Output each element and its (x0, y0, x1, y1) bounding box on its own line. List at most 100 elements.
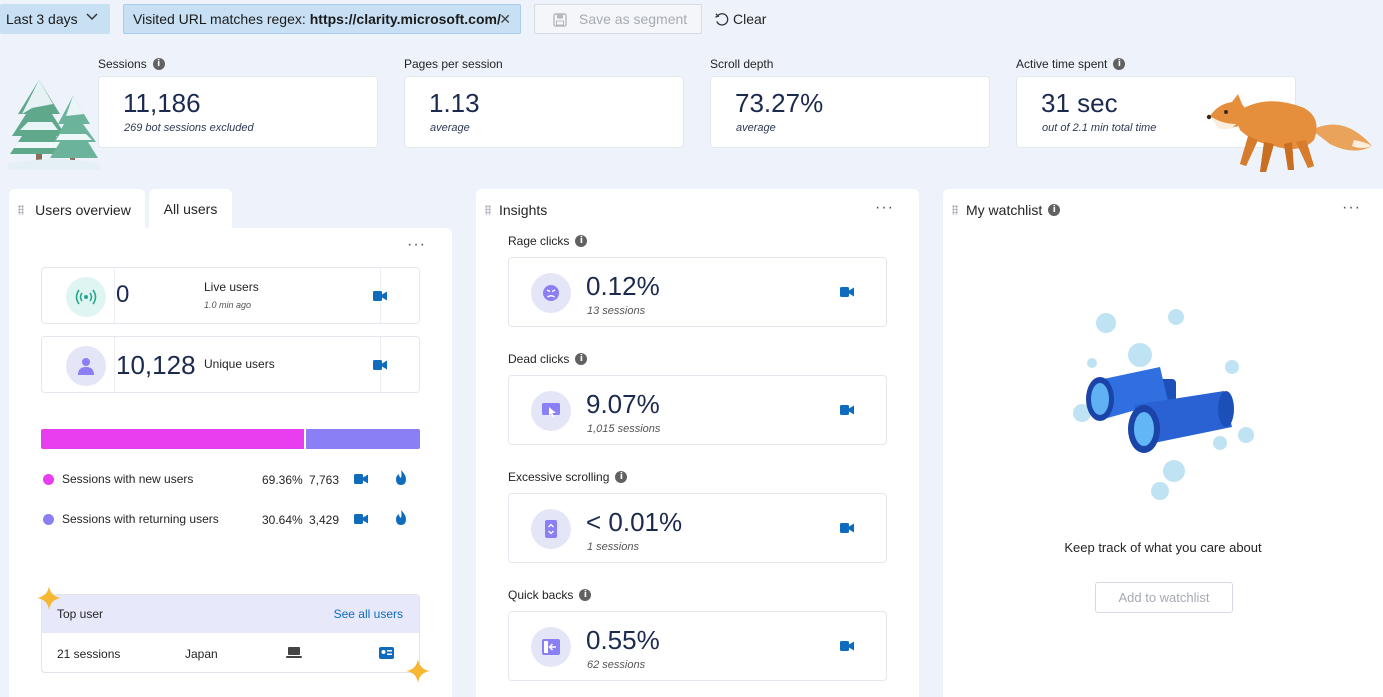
returning-users-count: 3,429 (309, 513, 340, 527)
scroll-depth-value: 73.27% (735, 88, 824, 118)
more-options-icon[interactable]: ··· (407, 236, 426, 253)
info-icon[interactable]: i (575, 353, 588, 365)
video-camera-icon[interactable] (354, 474, 368, 484)
top-user-sessions: 21 sessions (57, 647, 121, 661)
sessions-value: 11,186 (123, 88, 201, 118)
video-camera-icon[interactable] (354, 514, 368, 524)
dead-clicks-label: Dead clicks i (508, 352, 588, 366)
tab-all-users[interactable]: All users (149, 189, 232, 229)
url-filter-prefix: Visited URL matches regex: (133, 11, 306, 27)
quick-backs-card[interactable]: 0.55% 62 sessions (508, 611, 887, 681)
user-card-icon[interactable] (379, 647, 394, 659)
drag-handle-icon[interactable] (18, 205, 24, 215)
rage-clicks-label: Rage clicks i (508, 234, 588, 248)
info-icon[interactable]: i (1048, 204, 1061, 216)
close-icon[interactable]: ✕ (499, 11, 511, 27)
video-camera-icon[interactable] (840, 287, 854, 297)
info-icon[interactable]: i (575, 235, 588, 247)
excessive-scrolling-label: Excessive scrolling i (508, 470, 628, 484)
scroll-depth-label: Scroll depth (710, 57, 774, 71)
watchlist-empty-message: Keep track of what you care about (1064, 540, 1262, 555)
video-camera-icon[interactable] (373, 360, 387, 370)
video-camera-icon[interactable] (373, 291, 387, 301)
tab-users-overview-label: Users overview (35, 202, 131, 218)
dead-clicks-card[interactable]: 9.07% 1,015 sessions (508, 375, 887, 445)
insights-title: Insights (499, 202, 548, 218)
heatmap-flame-icon[interactable] (395, 470, 407, 485)
scroll-depth-sub: average (736, 122, 776, 134)
legend-dot (43, 513, 54, 525)
info-icon[interactable]: i (152, 58, 165, 70)
snowy-trees-illustration (8, 80, 100, 170)
unique-users-label: Unique users (204, 357, 275, 371)
live-signal-icon (66, 277, 106, 317)
rage-clicks-sub: 13 sessions (587, 305, 646, 317)
save-icon (553, 13, 567, 27)
pages-per-session-card: 1.13 average (404, 76, 684, 148)
active-time-value: 31 sec (1041, 88, 1118, 118)
url-filter-chip[interactable]: Visited URL matches regex: https://clari… (123, 4, 521, 34)
more-options-icon[interactable]: ··· (1342, 199, 1361, 216)
quick-back-icon (531, 627, 571, 667)
video-camera-icon[interactable] (840, 523, 854, 533)
pages-per-session-label: Pages per session (404, 57, 503, 71)
angry-face-icon (531, 273, 571, 313)
unique-users-value: 10,128 (116, 350, 196, 380)
sparkle-icon (37, 586, 61, 610)
drag-handle-icon[interactable] (952, 205, 958, 215)
rage-clicks-card[interactable]: 0.12% 13 sessions (508, 257, 887, 327)
user-split-bar (41, 429, 420, 449)
info-icon[interactable]: i (1113, 58, 1126, 70)
person-icon (66, 346, 106, 386)
dead-click-icon (531, 391, 571, 431)
live-users-value: 0 (116, 281, 130, 308)
new-users-bar-segment[interactable] (41, 429, 304, 449)
info-icon[interactable]: i (579, 589, 592, 601)
live-users-label: Live users (204, 280, 259, 294)
drag-handle-icon[interactable] (485, 205, 491, 215)
watchlist-title: My watchlist i (966, 202, 1061, 218)
clear-button[interactable]: Clear (714, 6, 766, 32)
undo-icon (715, 12, 729, 26)
sessions-metric-card: 11,186 269 bot sessions excluded (98, 76, 378, 148)
pages-per-session-sub: average (430, 122, 470, 134)
returning-users-bar-segment[interactable] (306, 429, 420, 449)
more-options-icon[interactable]: ··· (875, 199, 894, 216)
see-all-users-link[interactable]: See all users (333, 607, 403, 621)
top-user-country: Japan (185, 647, 218, 661)
pages-per-session-value: 1.13 (429, 88, 480, 118)
quick-backs-sub: 62 sessions (587, 659, 646, 671)
dead-clicks-value: 9.07% (586, 389, 660, 419)
video-camera-icon[interactable] (840, 405, 854, 415)
url-filter-value: https://clarity.microsoft.com/ (309, 11, 501, 27)
top-user-card: Top user See all users 21 sessions Japan (41, 594, 420, 673)
heatmap-flame-icon[interactable] (395, 510, 407, 525)
sessions-metric-label: Sessions i (98, 57, 165, 71)
sparkle-icon (406, 659, 430, 683)
save-as-segment-button[interactable]: Save as segment (534, 4, 702, 34)
excessive-scrolling-value: < 0.01% (586, 507, 683, 537)
active-time-card: 31 sec out of 2.1 min total time (1016, 76, 1296, 148)
active-time-sub: out of 2.1 min total time (1042, 122, 1157, 134)
laptop-icon (286, 647, 302, 658)
live-users-card: 0 Live users 1.0 min ago (41, 267, 420, 324)
info-icon[interactable]: i (615, 471, 628, 483)
returning-users-pct: 30.64% (262, 513, 303, 527)
excessive-scrolling-card[interactable]: < 0.01% 1 sessions (508, 493, 887, 563)
live-users-sub: 1.0 min ago (204, 300, 252, 310)
legend-new-users: Sessions with new users (43, 472, 193, 486)
top-user-header (42, 595, 419, 633)
sessions-sub: 269 bot sessions excluded (124, 122, 254, 134)
add-to-watchlist-button[interactable]: Add to watchlist (1095, 582, 1233, 613)
quick-backs-label: Quick backs i (508, 588, 592, 602)
unique-users-card: 10,128 Unique users (41, 336, 420, 393)
dead-clicks-sub: 1,015 sessions (587, 423, 661, 435)
video-camera-icon[interactable] (840, 641, 854, 651)
excessive-scrolling-sub: 1 sessions (587, 541, 639, 553)
binoculars-illustration (1073, 309, 1254, 500)
tab-users-overview[interactable]: Users overview (9, 189, 145, 231)
legend-dot (43, 473, 54, 485)
date-range-dropdown[interactable]: Last 3 days (0, 4, 110, 34)
new-users-count: 7,763 (309, 473, 340, 487)
top-user-title: Top user (57, 607, 104, 621)
